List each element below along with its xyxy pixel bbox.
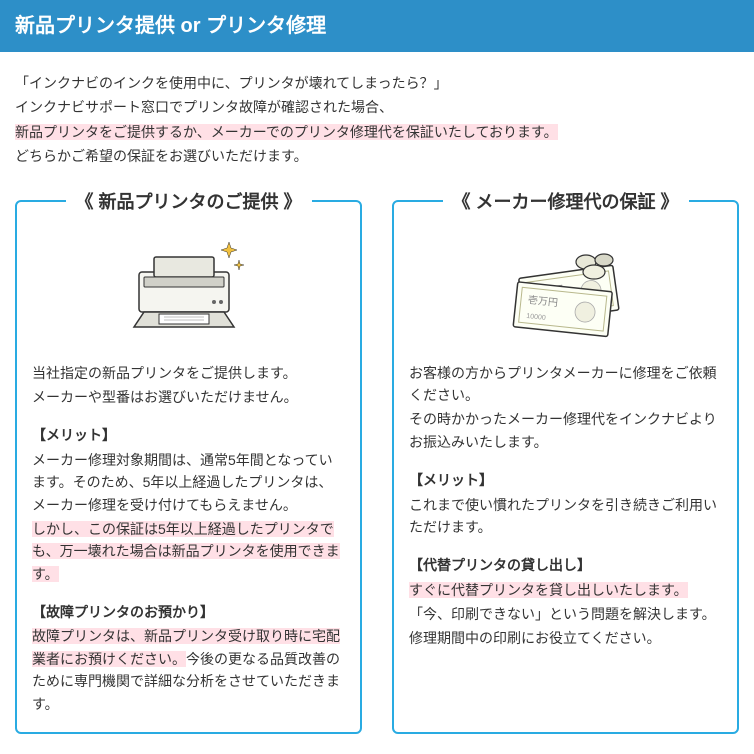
new-printer-merit1: メーカー修理対象期間は、通常5年間となっています。そのため、5年以上経過したプリ… bbox=[32, 449, 345, 516]
repair-desc1: お客様の方からプリンタメーカーに修理をご依頼ください。 bbox=[409, 362, 722, 407]
page-header: 新品プリンタ提供 or プリンタ修理 bbox=[0, 0, 754, 52]
new-printer-keep-text: 故障プリンタは、新品プリンタ受け取り時に宅配業者にお預けください。今後の更なる品… bbox=[32, 625, 345, 715]
box-new-printer-title: 《 新品プリンタのご提供 》 bbox=[65, 188, 311, 217]
box-new-printer: 《 新品プリンタのご提供 》 当社指定の新品プリンタをご提供します。 bbox=[15, 200, 362, 734]
repair-merit1: これまで使い慣れたプリンタを引き続きご利用いただけます。 bbox=[409, 494, 722, 539]
new-printer-desc1: 当社指定の新品プリンタをご提供します。 bbox=[32, 362, 345, 384]
box-repair-warranty: 《 メーカー修理代の保証 》 壱万円 壱万円 10000 bbox=[392, 200, 739, 734]
repair-loan3: 修理期間中の印刷にお役立てください。 bbox=[409, 627, 722, 649]
new-printer-desc2: メーカーや型番はお選びいただけません。 bbox=[32, 386, 345, 408]
option-boxes: 《 新品プリンタのご提供 》 当社指定の新品プリンタをご提供します。 bbox=[0, 190, 754, 754]
repair-merit-heading: 【メリット】 bbox=[409, 469, 722, 491]
intro-line4: どちらかご希望の保証をお選びいただけます。 bbox=[15, 145, 739, 167]
intro-section: 「インクナビのインクを使用中に、プリンタが壊れてしまったら？」 インクナビサポー… bbox=[0, 52, 754, 190]
money-illustration: 壱万円 壱万円 10000 bbox=[409, 227, 722, 347]
new-printer-keep-heading: 【故障プリンタのお預かり】 bbox=[32, 601, 345, 623]
intro-line3-highlight: 新品プリンタをご提供するか、メーカーでのプリンタ修理代を保証いたしております。 bbox=[15, 124, 558, 140]
repair-loan1-highlight: すぐに代替プリンタを貸し出しいたします。 bbox=[409, 582, 688, 598]
repair-desc2: その時かかったメーカー修理代をインクナビよりお振込みいたします。 bbox=[409, 408, 722, 453]
repair-loan2: 「今、印刷できない」という問題を解決します。 bbox=[409, 603, 722, 625]
new-printer-merit2-highlight: しかし、この保証は5年以上経過したプリンタでも、万一壊れた場合は新品プリンタを使… bbox=[32, 521, 340, 582]
intro-line1: 「インクナビのインクを使用中に、プリンタが壊れてしまったら？」 bbox=[15, 72, 739, 94]
header-title: 新品プリンタ提供 or プリンタ修理 bbox=[15, 15, 326, 37]
box-repair-title: 《 メーカー修理代の保証 》 bbox=[442, 188, 688, 217]
intro-line2: インクナビサポート窓口でプリンタ故障が確認された場合、 bbox=[15, 96, 739, 118]
repair-loan-heading: 【代替プリンタの貸し出し】 bbox=[409, 554, 722, 576]
printer-illustration bbox=[32, 227, 345, 347]
new-printer-merit-heading: 【メリット】 bbox=[32, 424, 345, 446]
